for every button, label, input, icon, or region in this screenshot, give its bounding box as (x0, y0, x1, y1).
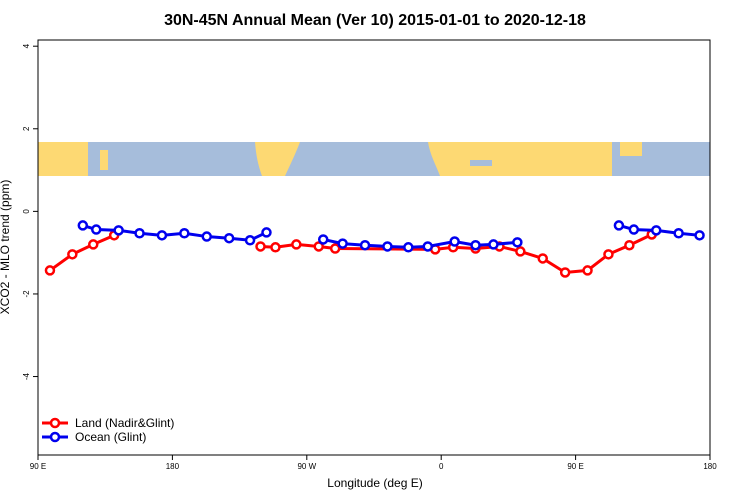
data-point (244, 235, 256, 246)
x-tick-label: 180 (703, 462, 717, 471)
data-point (488, 239, 499, 250)
x-tick-label: 90 W (297, 462, 316, 471)
y-axis-label: XCO2 - MLO trend (ppm) (0, 180, 12, 315)
data-point (673, 228, 684, 239)
data-point (337, 238, 348, 249)
data-point (255, 241, 266, 252)
land-band (100, 150, 108, 170)
y-tick-label: 2 (22, 126, 31, 131)
data-point (179, 228, 190, 239)
legend-label: Land (Nadir&Glint) (75, 416, 174, 430)
data-point (67, 249, 78, 260)
data-point (582, 265, 593, 276)
data-point (470, 239, 481, 251)
sea-band (470, 160, 492, 166)
data-point (134, 228, 145, 239)
y-tick-label: 0 (22, 209, 31, 214)
data-point (201, 231, 212, 242)
data-point (537, 253, 548, 264)
data-point (624, 239, 635, 251)
data-point (603, 249, 614, 260)
plot-frame (37, 39, 711, 456)
x-axis-label: Longitude (deg E) (327, 476, 422, 490)
data-point (449, 236, 460, 247)
legend-marker (49, 431, 61, 443)
data-point (403, 242, 414, 253)
data-point (223, 232, 235, 244)
data-point (317, 234, 329, 245)
x-tick-label: 0 (439, 462, 444, 471)
x-tick-label: 180 (166, 462, 180, 471)
data-point (113, 225, 124, 236)
data-point (90, 224, 102, 235)
data-point (77, 220, 89, 231)
land-band (255, 142, 300, 176)
map-band (38, 142, 710, 176)
data-point (613, 220, 625, 231)
data-point (88, 239, 99, 250)
data-point (270, 242, 281, 253)
chart-title: 30N-45N Annual Mean (Ver 10) 2015-01-01 … (164, 12, 586, 29)
data-point (628, 224, 640, 235)
data-point (422, 241, 434, 252)
data-point (559, 267, 571, 278)
land-band (38, 142, 88, 176)
x-tick-label: 90 E (30, 462, 46, 471)
data-point (156, 230, 168, 241)
data-point (261, 227, 272, 238)
land-band (428, 142, 612, 176)
data-point (650, 225, 662, 236)
y-tick-label: 4 (22, 43, 31, 48)
legend-label: Ocean (Glint) (75, 430, 146, 444)
data-point (515, 246, 526, 257)
legend-marker (49, 417, 61, 429)
data-point (329, 243, 341, 254)
data-point (694, 230, 705, 241)
data-point (44, 265, 56, 276)
land-band (620, 142, 642, 156)
data-point (313, 241, 324, 252)
data-point (382, 241, 393, 252)
y-tick-label: -2 (22, 290, 31, 298)
data-point (291, 239, 302, 250)
y-tick-label: -4 (22, 372, 31, 380)
x-tick-label: 90 E (567, 462, 583, 471)
data-point (359, 239, 371, 251)
data-point (512, 237, 523, 248)
series-line (49, 233, 653, 275)
